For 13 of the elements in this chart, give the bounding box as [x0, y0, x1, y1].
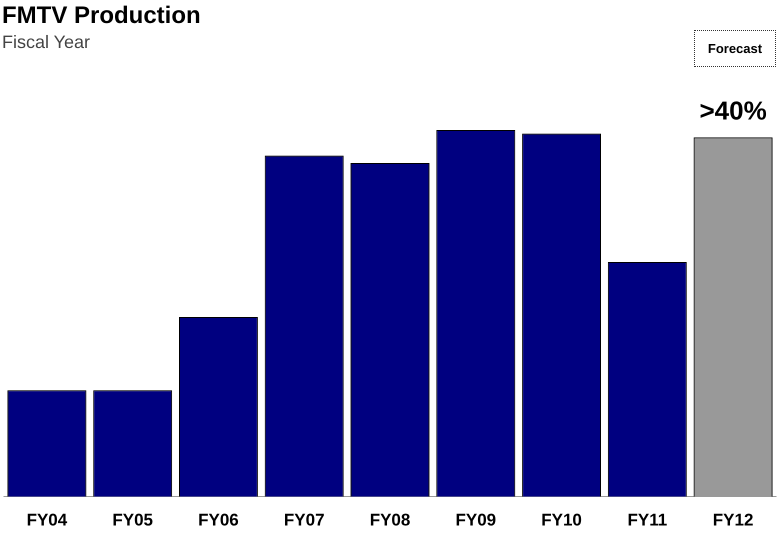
x-tick-label: FY12 [712, 510, 754, 530]
x-tick-label: FY11 [627, 510, 668, 530]
text: Forecast [694, 30, 776, 67]
x-tick-label: FY05 [112, 510, 153, 530]
chart-title: FMTV Production [2, 2, 201, 30]
annotation: >40% [699, 96, 767, 126]
x-tick-label: FY09 [455, 510, 496, 530]
x-tick-label: FY07 [284, 510, 325, 530]
x-tick-label: FY04 [26, 510, 68, 530]
chart-subtitle: Fiscal Year [2, 32, 90, 53]
x-tick-label: FY08 [370, 510, 410, 530]
x-tick-label: FY06 [198, 510, 239, 530]
x-tick-label: FY10 [541, 510, 582, 530]
